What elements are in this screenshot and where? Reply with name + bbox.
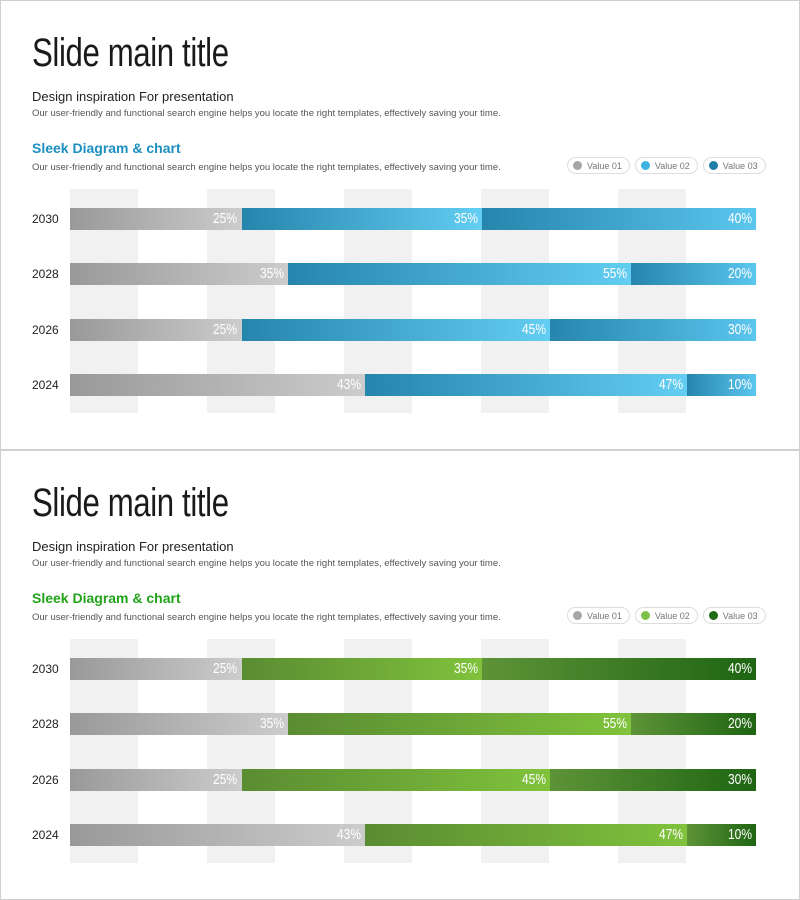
data-label: 20% [727, 265, 753, 283]
section-description: Our user-friendly and functional search … [32, 612, 501, 623]
legend-label: Value 03 [722, 160, 758, 171]
slide-description: Our user-friendly and functional search … [32, 558, 501, 569]
data-label: 43% [336, 375, 361, 393]
category-label: 2028 [32, 267, 59, 282]
stacked-bar-chart: 2030 25% 35% 40% 2028 35% 55% 20% 2026 25% 45% 30% 2… [1, 639, 800, 864]
category-label: 2026 [32, 772, 59, 787]
data-label: 30% [727, 770, 752, 788]
stacked-bar-chart: 2030 25% 35% 40% 2028 35% 55% 20% 2026 25% 45% 30% 2… [1, 189, 800, 414]
data-label: 40% [727, 210, 752, 227]
section-title: Sleek Diagram & chart [32, 140, 181, 156]
legend-label: Value 02 [654, 160, 690, 171]
data-label: 45% [522, 770, 547, 788]
category-label: 2024 [32, 377, 59, 392]
legend-label: Value 01 [587, 610, 622, 621]
bar-segment-2: 35% [241, 658, 482, 680]
data-label: 25% [213, 210, 238, 227]
bar-row: 35% 55% 20% [70, 713, 757, 736]
slide-title: Slide main title [32, 31, 229, 75]
data-label: 47% [659, 825, 684, 843]
bar-segment-3: 20% [631, 713, 757, 736]
category-label: 2024 [32, 827, 59, 842]
bar-segment-3: 40% [481, 658, 756, 680]
category-label: 2026 [32, 322, 59, 337]
legend-dot-icon [708, 611, 718, 620]
legend-item: Value 02 [634, 157, 698, 174]
legend-label: Value 01 [587, 160, 622, 171]
legend-label: Value 03 [722, 610, 758, 621]
category-label: 2030 [32, 662, 59, 676]
data-label: 35% [453, 210, 478, 227]
data-label: 55% [603, 715, 628, 733]
bar-segment-2: 45% [241, 768, 551, 791]
bar-row: 43% 47% 10% [70, 373, 756, 396]
data-label: 35% [453, 660, 478, 677]
legend-item: Value 01 [567, 607, 630, 624]
bar-segment-1: 35% [70, 263, 289, 286]
bar-segment-1: 25% [70, 318, 242, 341]
slide-2: Slide main title Design inspiration For … [0, 450, 800, 900]
slide-1: Slide main title Design inspiration For … [0, 0, 800, 450]
bar-segment-2: 45% [241, 318, 551, 341]
category-label: 2028 [32, 717, 59, 732]
legend-dot-icon [640, 611, 650, 620]
bar-row: 25% 45% 30% [70, 768, 756, 791]
data-label: 45% [522, 320, 547, 338]
legend-item: Value 03 [702, 157, 766, 174]
chart-legend: Value 01 Value 02 Value 03 [567, 157, 766, 174]
bar-segment-3: 40% [481, 208, 756, 230]
bar-segment-1: 43% [70, 823, 365, 846]
data-label: 35% [260, 715, 285, 733]
bar-segment-2: 55% [288, 263, 632, 286]
bar-segment-1: 25% [70, 658, 242, 680]
slide-subtitle: Design inspiration For presentation [32, 539, 234, 554]
legend-label: Value 02 [654, 610, 690, 621]
section-title: Sleek Diagram & chart [32, 590, 181, 606]
chart-legend: Value 01 Value 02 Value 03 [567, 607, 766, 624]
bar-row: 25% 45% 30% [70, 318, 756, 341]
bar-segment-3: 20% [631, 263, 757, 286]
bar-row: 25% 35% 40% [70, 658, 756, 680]
data-label: 25% [213, 320, 238, 338]
slide-subtitle: Design inspiration For presentation [32, 89, 234, 104]
bar-segment-2: 47% [364, 823, 688, 846]
bar-segment-3: 10% [687, 373, 756, 396]
legend-dot-icon [573, 611, 582, 620]
legend-dot-icon [640, 161, 650, 170]
bar-segment-2: 47% [364, 373, 688, 396]
data-label: 30% [727, 320, 752, 338]
bar-segment-2: 55% [288, 713, 632, 736]
data-label: 47% [659, 375, 684, 393]
legend-item: Value 01 [567, 157, 630, 174]
legend-dot-icon [708, 161, 718, 170]
bar-segment-1: 25% [70, 768, 242, 791]
data-label: 43% [336, 825, 361, 843]
bar-segment-1: 35% [70, 713, 289, 736]
data-label: 25% [213, 770, 238, 788]
bar-row: 25% 35% 40% [70, 208, 756, 230]
data-label: 10% [727, 825, 752, 843]
data-label: 55% [603, 265, 628, 283]
bar-segment-1: 43% [70, 373, 365, 396]
bar-segment-3: 10% [687, 823, 756, 846]
data-label: 20% [727, 715, 753, 733]
data-label: 10% [727, 375, 752, 393]
slide-title: Slide main title [32, 481, 229, 525]
slide-description: Our user-friendly and functional search … [32, 108, 501, 119]
data-label: 25% [213, 660, 238, 677]
legend-dot-icon [573, 161, 582, 170]
category-label: 2030 [32, 212, 59, 226]
data-label: 35% [260, 265, 285, 283]
section-description: Our user-friendly and functional search … [32, 162, 501, 173]
bar-segment-2: 35% [241, 208, 482, 230]
bar-segment-3: 30% [550, 318, 756, 341]
bar-segment-1: 25% [70, 208, 242, 230]
bar-row: 43% 47% 10% [70, 823, 756, 846]
bar-row: 35% 55% 20% [70, 263, 757, 286]
bar-segment-3: 30% [550, 768, 756, 791]
legend-item: Value 03 [702, 607, 766, 624]
legend-item: Value 02 [634, 607, 698, 624]
data-label: 40% [727, 660, 752, 677]
